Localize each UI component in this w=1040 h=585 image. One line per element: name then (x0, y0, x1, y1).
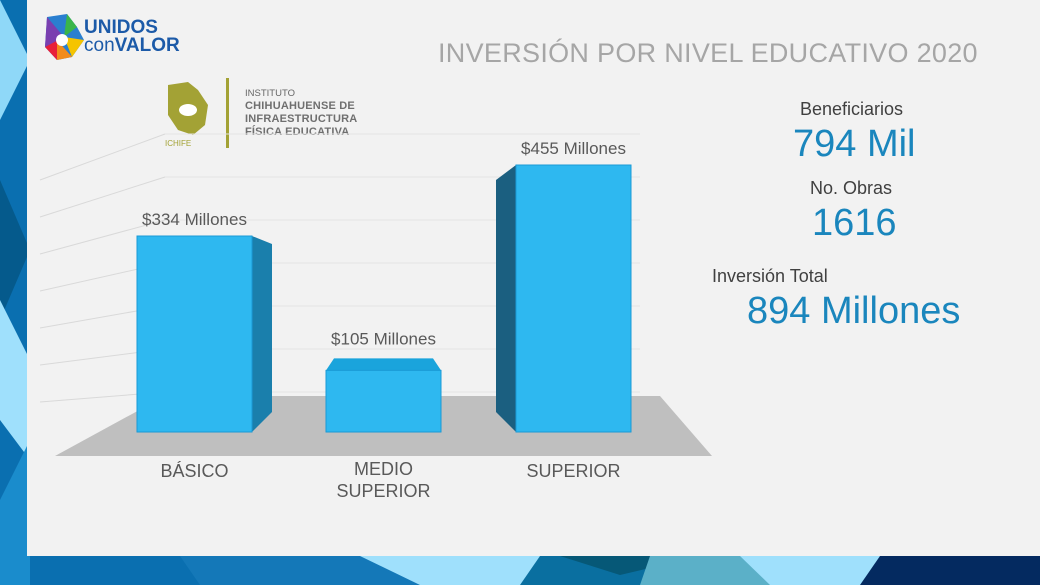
bar (136, 235, 253, 433)
inversion-label: Inversión Total (712, 266, 828, 286)
obras-label: No. Obras (810, 178, 893, 198)
bar (515, 164, 632, 433)
unidos-logo-text: UNIDOS conVALOR (84, 17, 180, 56)
unidos-logo-icon (45, 14, 84, 60)
ichife-logo-icon: ICHIFE (165, 82, 208, 148)
gridline-wall (39, 219, 166, 255)
bar-top (326, 358, 441, 371)
x-tick-label: MEDIO SUPERIOR (336, 459, 431, 501)
ichife-logo-text: INSTITUTO CHIHUAHUENSE DE INFRAESTRUCTURA… (245, 88, 358, 138)
x-tick-label: SUPERIOR (526, 461, 621, 481)
x-tick-label: BÁSICO (160, 461, 229, 481)
gridline-wall (39, 176, 166, 218)
svg-text:ICHIFE: ICHIFE (165, 139, 191, 148)
bar (325, 369, 442, 433)
ichife-divider (226, 78, 229, 148)
gridline-wall (39, 133, 166, 181)
inversion-value: 894 Millones (747, 290, 961, 332)
beneficiarios-label: Beneficiarios (800, 99, 904, 119)
page-title: INVERSIÓN POR NIVEL EDUCATIVO 2020 (438, 38, 978, 68)
obras-value: 1616 (812, 202, 897, 244)
bar-side (496, 165, 516, 432)
bar-side (252, 236, 272, 432)
data-label: $455 Millones (521, 139, 626, 158)
bar-chart: $334 Millones $105 Millones $455 Millones (39, 133, 712, 456)
beneficiarios-value: 794 Mil (793, 123, 916, 165)
data-label: $105 Millones (331, 329, 436, 348)
data-label: $334 Millones (142, 210, 247, 229)
